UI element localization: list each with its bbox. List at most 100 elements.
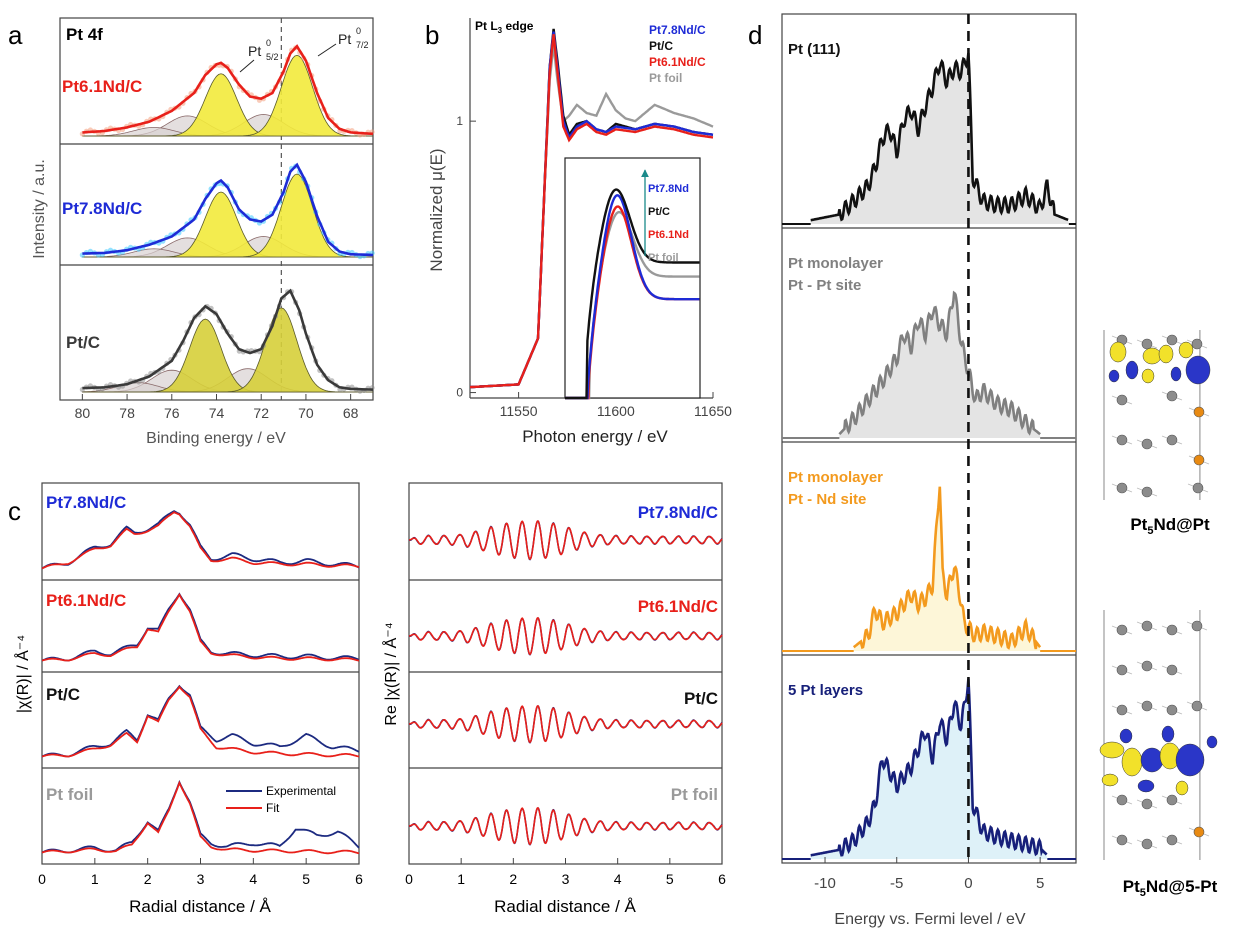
cl-label-ptc: Pt/C <box>46 685 80 704</box>
xtick-label: 0 <box>405 871 413 887</box>
panel-b-legend: Pt7.8Nd/C Pt/C Pt6.1Nd/C Pt foil <box>649 23 706 85</box>
xtick-label: 5 <box>302 871 310 887</box>
xtick-label: -10 <box>814 875 836 892</box>
pt-atom <box>1192 482 1204 494</box>
pt-atom <box>1116 794 1128 806</box>
legend-entry: Pt7.8Nd/C <box>649 23 706 37</box>
xtick-label: 68 <box>343 405 359 421</box>
charge-density-lobe <box>1125 360 1139 380</box>
structure-2-label: Pt5Nd@5-Pt <box>1123 877 1218 899</box>
pt-atom <box>1166 434 1178 446</box>
nd-atom <box>1193 454 1205 466</box>
pt-atom <box>1116 704 1128 716</box>
pt-atom <box>1166 624 1178 636</box>
xtick-label: 3 <box>562 871 570 887</box>
xtick-label: 0 <box>38 871 46 887</box>
xps-main-component <box>82 173 373 258</box>
xtick-label: 76 <box>164 405 180 421</box>
structure-pt5nd-at-pt: Pt5Nd@Pt <box>1102 330 1238 537</box>
pt-atom <box>1191 700 1203 712</box>
pt-atom <box>1116 434 1128 446</box>
reexafs-fit-Pt7.8Nd/C <box>409 520 723 561</box>
panel-cr-xlabel: Radial distance / Å <box>494 897 636 916</box>
xtick-label: 2 <box>509 871 517 887</box>
xtick-label: 5 <box>666 871 674 887</box>
pt-atom <box>1141 700 1153 712</box>
charge-density-lobe <box>1175 743 1205 777</box>
pt-atom <box>1141 338 1153 350</box>
xps-subplot-ptc <box>79 288 375 394</box>
cr-label-pt78: Pt7.8Nd/C <box>638 503 718 522</box>
pt-atom <box>1166 334 1178 346</box>
dos-line <box>852 486 1042 650</box>
cl-label-pt61: Pt6.1Nd/C <box>46 591 126 610</box>
charge-density-lobe <box>1170 366 1182 382</box>
xtick-label: 4 <box>614 871 622 887</box>
pt72-sub: 7/2 <box>356 40 369 50</box>
xtick-label: -5 <box>890 875 903 892</box>
pt-atom <box>1141 486 1153 498</box>
xps-subplot-pt61 <box>79 44 375 138</box>
charge-density-lobe <box>1101 773 1119 787</box>
xps-subplot-pt78 <box>79 162 375 260</box>
inset-legend: Pt7.8Nd Pt/C Pt6.1Nd Pt foil <box>648 183 689 264</box>
pt-atom <box>1141 438 1153 450</box>
pt-atom <box>1166 664 1178 676</box>
panel-b-series <box>470 28 714 389</box>
pt-atom <box>1166 704 1178 716</box>
legend-entry: Pt/C <box>649 39 673 53</box>
panel-cl-xticks: 0 1 2 3 4 5 6 <box>38 858 363 887</box>
dos-label: Pt - Pt site <box>788 277 861 294</box>
panel-cl-xlabel: Radial distance / Å <box>129 897 271 916</box>
pt72-sup: 0 <box>356 26 361 36</box>
inset-line <box>565 188 700 400</box>
pt72-pointer <box>317 43 337 57</box>
panel-d-xlabel: Energy vs. Fermi level / eV <box>834 911 1026 928</box>
legend-fit-label: Fit <box>266 801 280 815</box>
xtick-label: 4 <box>249 871 257 887</box>
charge-density-lobe <box>1175 780 1189 796</box>
nd-atom <box>1193 826 1205 838</box>
label-pt61: Pt6.1Nd/C <box>62 77 142 96</box>
dos-fill <box>810 678 1048 859</box>
pt-atom <box>1166 834 1178 846</box>
dos-line <box>838 290 1041 436</box>
panel-b-ticks: 11550 11600 11650 0 1 <box>456 114 732 419</box>
pt-atom <box>1116 834 1128 846</box>
annotation-pt72: Pt 0 7/2 <box>317 26 369 57</box>
inset-series <box>565 188 700 400</box>
xps-main-component <box>82 307 373 393</box>
label-pt78: Pt7.8Nd/C <box>62 199 142 218</box>
exafs-fit-Pt/C <box>41 685 360 758</box>
panel-letter-c: c <box>8 496 21 526</box>
xtick-label: 3 <box>197 871 205 887</box>
annotation-pt52: Pt 0 5/2 <box>239 38 279 73</box>
panel-a-xps: Pt 4f Pt6.1Nd/C Pt7.8Nd/C Pt/C Pt 0 5/2 … <box>31 17 375 447</box>
panel-b-xlabel: Photon energy / eV <box>522 427 668 446</box>
panel-letter-a: a <box>8 20 23 50</box>
inset-legend-entry: Pt/C <box>648 206 670 218</box>
panel-cl-series <box>41 510 360 855</box>
xps-envelope-Pt/C <box>82 288 374 391</box>
pt-atom <box>1116 394 1128 406</box>
panel-letter-d: d <box>748 20 762 50</box>
charge-density-lobe <box>1109 341 1127 363</box>
xps-envelope-Pt6.1Nd/C <box>82 44 374 136</box>
pt52-sub: 5/2 <box>266 52 279 62</box>
panel-cr-series <box>408 520 723 846</box>
xtick-label: 72 <box>253 405 269 421</box>
panel-cl-legend: Experimental Fit <box>226 784 336 815</box>
panel-d-xticks: -10 -5 0 5 <box>814 857 1044 892</box>
dos-line <box>810 678 1048 857</box>
pt-l3-edge-label: Pt L3 edge <box>475 19 534 35</box>
legend-entry: Pt foil <box>649 71 682 85</box>
dos-label: Pt monolayer <box>788 255 883 272</box>
pt-atom <box>1141 660 1153 672</box>
xtick-label: 78 <box>119 405 135 421</box>
xtick-label: 70 <box>298 405 314 421</box>
panel-b-ylabel: Normalized μ(E) <box>427 148 446 271</box>
ytick-label: 1 <box>456 114 463 128</box>
cr-label-ptc: Pt/C <box>684 689 718 708</box>
